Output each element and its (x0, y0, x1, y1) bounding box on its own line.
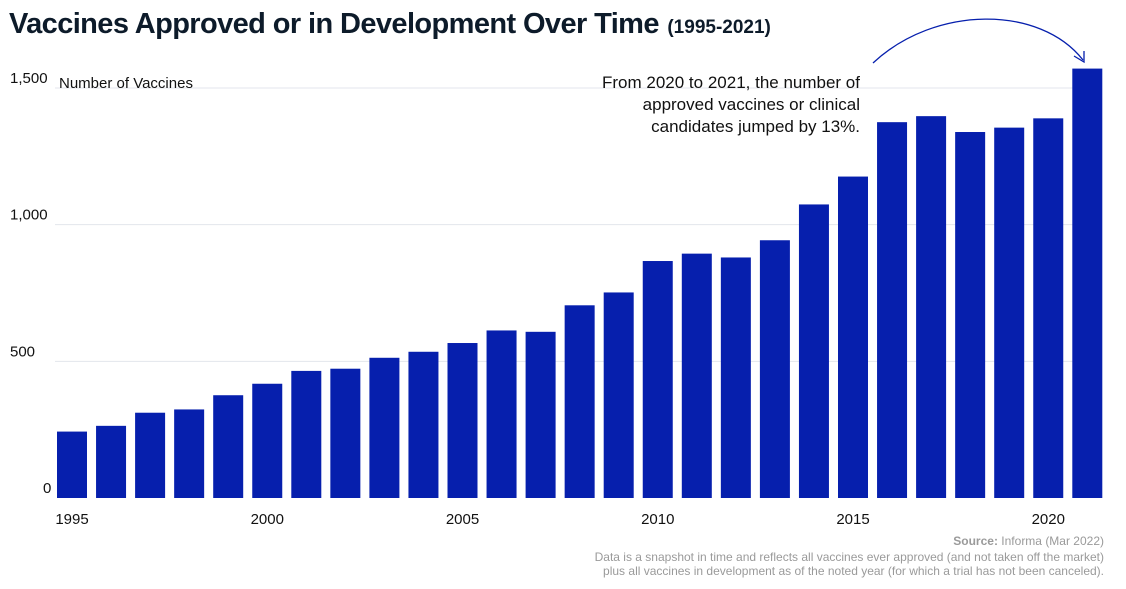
bar-1995 (57, 431, 87, 498)
source-note: Source: Informa (Mar 2022) (953, 534, 1104, 548)
data-note: Data is a snapshot in time and reflects … (504, 550, 1104, 578)
bar-2006 (486, 330, 517, 498)
annotation-line-2: approved vaccines or clinical (643, 95, 860, 114)
bar-2017 (916, 116, 947, 499)
data-note-line-1: Data is a snapshot in time and reflects … (594, 550, 1104, 564)
y-tick-label: 500 (10, 343, 35, 360)
y-axis: 0 500 1,000 1,500 (10, 70, 51, 497)
data-note-line-2: plus all vaccines in development as of t… (603, 564, 1104, 578)
bar-1999 (213, 395, 244, 498)
x-tick-label: 2020 (1032, 511, 1065, 528)
annotation-line-3: candidates jumped by 13%. (651, 117, 860, 136)
bar-2009 (603, 292, 634, 498)
bar-2019 (994, 127, 1025, 498)
bar-2008 (564, 305, 595, 498)
subtitle-text: (1995-2021) (667, 17, 771, 38)
bar-1997 (135, 412, 166, 498)
bar-2000 (252, 383, 283, 498)
bars (57, 68, 1103, 499)
y-tick-label: 1,000 (10, 207, 48, 224)
x-tick-label: 2015 (836, 511, 869, 528)
annotation-line-1: From 2020 to 2021, the number of (602, 73, 860, 92)
source-label: Source: (953, 534, 998, 548)
annotation: From 2020 to 2021, the number of approve… (602, 18, 1085, 136)
y-tick-label: 0 (43, 480, 51, 497)
y-axis-label: Number of Vaccines (59, 75, 193, 92)
bar-2001 (291, 370, 322, 498)
bar-2013 (759, 240, 790, 498)
bar-2018 (955, 132, 986, 498)
bar-2004 (408, 351, 439, 498)
bar-2002 (330, 368, 361, 498)
arrow-head-icon (1073, 51, 1085, 64)
bar-2016 (877, 122, 908, 499)
bar-2021 (1072, 68, 1103, 498)
y-tick-label: 1,500 (10, 70, 48, 87)
x-tick-label: 1995 (55, 511, 88, 528)
bar-2011 (681, 253, 712, 498)
bar-2007 (525, 331, 556, 498)
annotation-arrow (872, 18, 1084, 64)
x-tick-label: 2000 (251, 511, 284, 528)
bar-2015 (838, 176, 868, 498)
x-tick-label: 2010 (641, 511, 674, 528)
bar-2012 (720, 257, 751, 498)
bar-2003 (369, 357, 400, 498)
title-text: Vaccines Approved or in Development Over… (9, 8, 660, 40)
bar-2014 (798, 204, 829, 498)
bar-2010 (642, 261, 673, 498)
source-value: Informa (Mar 2022) (1001, 534, 1104, 548)
x-tick-label: 2005 (446, 511, 479, 528)
bar-2020 (1033, 118, 1064, 498)
bar-1998 (174, 409, 205, 498)
x-axis: 1995 2000 2005 2010 2015 2020 (55, 511, 1065, 528)
bar-1996 (96, 425, 127, 498)
bar-2005 (447, 343, 478, 498)
chart-title: Vaccines Approved or in Development Over… (9, 8, 771, 41)
